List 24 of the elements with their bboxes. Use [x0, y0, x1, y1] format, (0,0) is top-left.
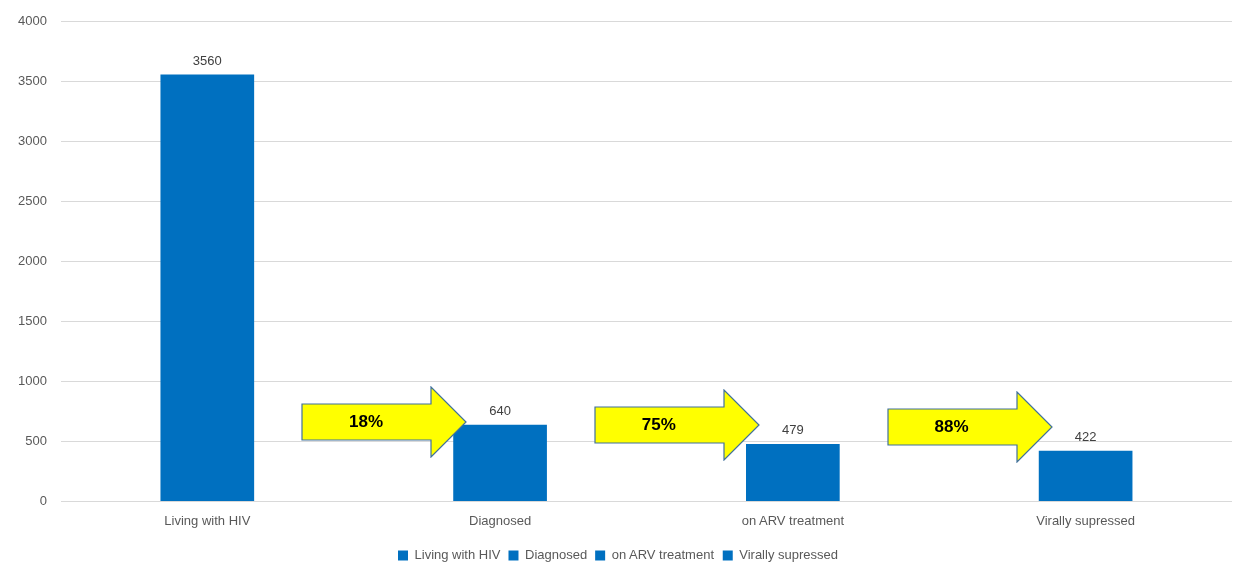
annotation: 88% — [933, 416, 970, 439]
annotation: 18% — [347, 411, 384, 434]
y-tick-label: 2000 — [18, 253, 47, 269]
y-tick-label: 2500 — [18, 193, 47, 209]
x-tick-label: Living with HIV — [164, 512, 251, 528]
data-label: 479 — [781, 422, 804, 438]
annotation: 75% — [640, 413, 677, 436]
legend-label: Virally supressed — [739, 547, 838, 563]
x-tick-label: on ARV treatment — [741, 512, 845, 528]
legend-label: Diagnosed — [524, 547, 588, 563]
y-tick-label: 0 — [39, 492, 47, 508]
y-tick-label: 500 — [25, 433, 47, 449]
data-label: 640 — [489, 402, 511, 418]
y-tick-label: 3500 — [18, 73, 47, 89]
legend-label: Living with HIV — [414, 547, 501, 563]
y-tick-label: 1500 — [18, 313, 47, 329]
y-tick-label: 1000 — [18, 373, 47, 389]
legend-label: on ARV treatment — [611, 547, 715, 563]
data-label: 422 — [1074, 428, 1097, 444]
data-label: 3560 — [192, 52, 222, 68]
y-tick-label: 4000 — [18, 13, 47, 29]
y-tick-label: 3000 — [18, 133, 47, 149]
x-tick-label: Diagnosed — [469, 512, 532, 528]
x-tick-label: Virally supressed — [1036, 512, 1135, 528]
